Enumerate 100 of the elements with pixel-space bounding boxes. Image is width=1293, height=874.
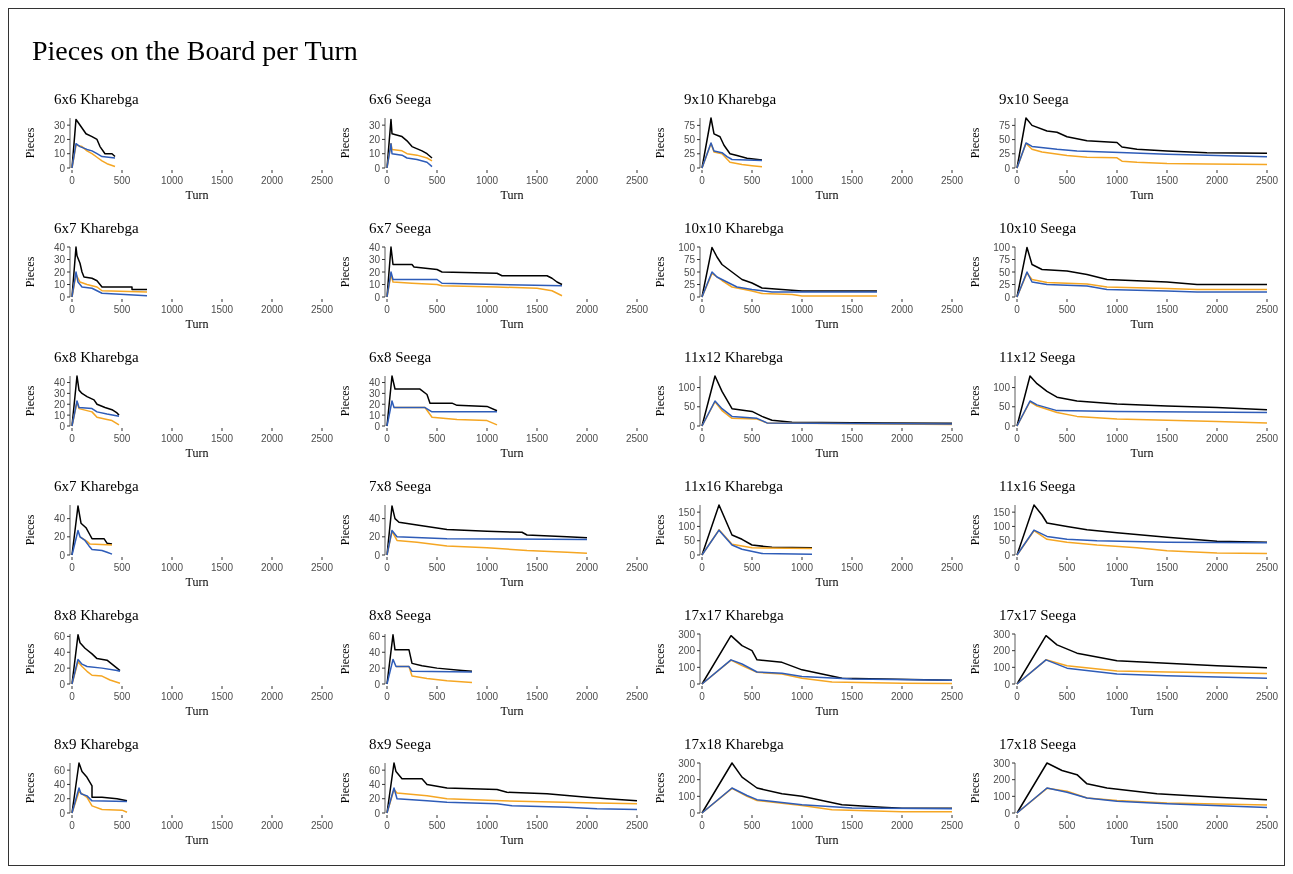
x-tick-label: 1500 — [1155, 433, 1179, 444]
y-tick-label: 25 — [998, 279, 1011, 290]
x-tick-label: 0 — [699, 175, 706, 186]
y-axis-title: Pieces — [338, 772, 352, 804]
x-axis-title: Turn — [1130, 704, 1154, 718]
x-tick-label: 2000 — [260, 562, 284, 573]
chart-title: 8x9 Kharebga — [54, 736, 139, 752]
y-tick-label: 50 — [998, 401, 1011, 413]
y-axis-title: Pieces — [338, 127, 352, 159]
x-axis-title: Turn — [1130, 833, 1154, 847]
x-tick-label: 1000 — [1105, 820, 1129, 831]
x-tick-label: 2500 — [310, 304, 334, 315]
x-axis-title: Turn — [500, 704, 524, 718]
x-axis-title: Turn — [185, 704, 209, 718]
x-tick-label: 1000 — [160, 175, 184, 186]
x-tick-label: 2500 — [625, 691, 649, 702]
x-tick-label: 1500 — [840, 691, 864, 702]
y-tick-label: 200 — [678, 774, 696, 786]
y-tick-label: 100 — [993, 661, 1011, 673]
x-tick-label: 0 — [1014, 304, 1021, 315]
y-tick-label: 20 — [53, 793, 66, 805]
x-axis-title: Turn — [815, 188, 839, 202]
y-tick-label: 50 — [998, 535, 1011, 547]
y-axis-title: Pieces — [968, 772, 982, 804]
x-axis-title: Turn — [1130, 446, 1154, 460]
x-tick-label: 2500 — [940, 691, 964, 702]
chart-title: 6x8 Seega — [369, 349, 432, 365]
x-tick-label: 2500 — [625, 562, 649, 573]
y-tick-label: 40 — [368, 513, 381, 525]
x-tick-label: 0 — [384, 691, 391, 702]
y-tick-label: 40 — [368, 377, 381, 389]
y-tick-label: 75 — [998, 119, 1011, 131]
x-tick-label: 0 — [384, 304, 391, 315]
y-tick-label: 0 — [59, 678, 66, 690]
y-tick-label: 100 — [678, 790, 696, 802]
x-tick-label: 1000 — [475, 820, 499, 831]
x-tick-label: 2000 — [890, 820, 914, 831]
x-tick-label: 0 — [69, 175, 76, 186]
x-tick-label: 2000 — [890, 175, 914, 186]
y-axis-title: Pieces — [968, 256, 982, 288]
y-tick-label: 0 — [59, 549, 66, 561]
x-tick-label: 500 — [113, 691, 131, 702]
chart-title: 8x9 Seega — [369, 736, 432, 752]
x-tick-label: 1000 — [790, 820, 814, 831]
x-tick-label: 1500 — [1155, 691, 1179, 702]
x-tick-label: 2000 — [260, 175, 284, 186]
x-tick-label: 500 — [113, 433, 131, 444]
chart-title: 6x6 Kharebga — [54, 91, 139, 107]
x-tick-label: 1000 — [475, 433, 499, 444]
y-tick-label: 20 — [368, 398, 381, 410]
x-axis-title: Turn — [185, 317, 209, 331]
x-tick-label: 2500 — [625, 433, 649, 444]
y-tick-label: 0 — [1004, 549, 1011, 561]
y-tick-label: 50 — [683, 401, 696, 413]
x-axis-title: Turn — [185, 188, 209, 202]
x-tick-label: 2000 — [575, 562, 599, 573]
x-tick-label: 1000 — [790, 433, 814, 444]
x-tick-label: 0 — [699, 691, 706, 702]
x-tick-label: 2000 — [575, 175, 599, 186]
y-tick-label: 0 — [59, 420, 66, 432]
x-tick-label: 2000 — [890, 304, 914, 315]
y-tick-label: 300 — [993, 628, 1011, 640]
y-tick-label: 100 — [678, 382, 696, 394]
y-tick-label: 10 — [53, 409, 66, 421]
x-tick-label: 500 — [113, 304, 131, 315]
x-tick-label: 2000 — [1205, 820, 1229, 831]
y-tick-label: 60 — [368, 630, 381, 642]
y-tick-label: 60 — [368, 764, 381, 776]
x-axis-title: Turn — [185, 833, 209, 847]
x-tick-label: 500 — [1058, 820, 1076, 831]
x-tick-label: 1500 — [210, 820, 234, 831]
y-tick-label: 100 — [678, 520, 696, 532]
x-tick-label: 2000 — [1205, 562, 1229, 573]
x-tick-label: 1500 — [840, 175, 864, 186]
y-axis-title: Pieces — [653, 643, 667, 675]
x-tick-label: 1500 — [525, 820, 549, 831]
y-tick-label: 30 — [368, 254, 381, 265]
y-tick-label: 30 — [368, 119, 381, 131]
x-tick-label: 500 — [428, 304, 446, 315]
chart-title: 11x16 Seega — [999, 478, 1076, 494]
x-tick-label: 0 — [1014, 433, 1021, 444]
x-tick-label: 500 — [743, 433, 761, 444]
x-tick-label: 1000 — [1105, 562, 1129, 573]
x-tick-label: 500 — [113, 562, 131, 573]
y-tick-label: 200 — [678, 645, 696, 657]
x-tick-label: 1000 — [160, 820, 184, 831]
y-tick-label: 20 — [53, 531, 66, 543]
x-tick-label: 500 — [1058, 304, 1076, 315]
x-tick-label: 2000 — [575, 820, 599, 831]
x-tick-label: 2000 — [890, 433, 914, 444]
x-tick-label: 1500 — [210, 175, 234, 186]
y-tick-label: 0 — [1004, 807, 1011, 819]
chart-title: 6x7 Seega — [369, 220, 432, 236]
x-tick-label: 2500 — [940, 433, 964, 444]
x-tick-label: 0 — [1014, 562, 1021, 573]
x-tick-label: 0 — [1014, 175, 1021, 186]
y-tick-label: 0 — [59, 291, 66, 303]
x-tick-label: 500 — [743, 304, 761, 315]
y-axis-title: Pieces — [653, 514, 667, 546]
x-tick-label: 1000 — [1105, 691, 1129, 702]
